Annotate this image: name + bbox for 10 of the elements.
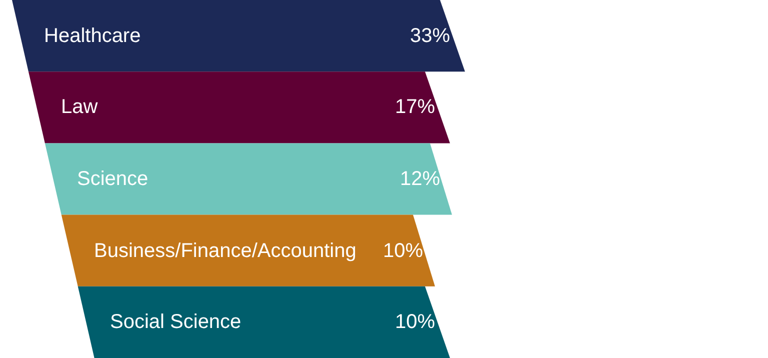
category-label: Healthcare — [44, 25, 141, 47]
category-label: Social Science — [110, 311, 242, 333]
data-label: 10% — [383, 240, 424, 262]
category-label: Law — [61, 96, 98, 118]
data-label: 10% — [395, 311, 436, 333]
category-label: Business/Finance/Accounting — [94, 240, 356, 262]
data-label: 33% — [410, 25, 450, 47]
data-label: 12% — [400, 168, 440, 190]
category-label: Science — [77, 168, 148, 190]
data-label: 17% — [395, 96, 436, 118]
